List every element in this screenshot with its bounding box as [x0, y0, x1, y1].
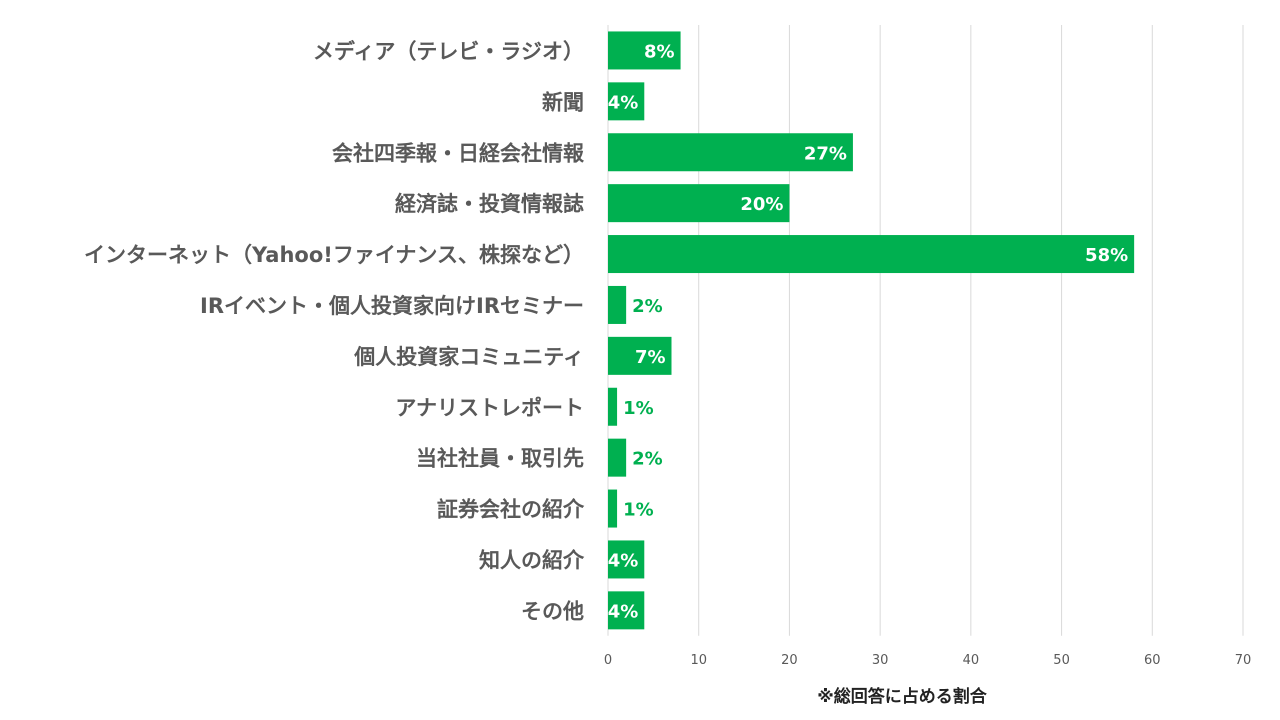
bar — [608, 31, 681, 70]
bar — [608, 540, 645, 579]
bar-data-label: 4% — [608, 601, 639, 622]
category-label: 知人の紹介 — [479, 548, 585, 572]
x-tick-label: 40 — [963, 653, 980, 668]
category-label: 会社四季報・日経会社情報 — [332, 141, 585, 165]
x-tick-label: 20 — [781, 653, 798, 668]
category-label: アナリストレポート — [395, 396, 584, 420]
category-label: インターネット（Yahoo!ファイナンス、株探など） — [84, 243, 584, 267]
bar-data-label: 4% — [608, 92, 639, 113]
bar-data-label: 2% — [632, 449, 663, 470]
x-tick-label: 10 — [690, 653, 707, 668]
category-label: その他 — [521, 599, 584, 623]
category-label: 新聞 — [542, 90, 584, 114]
bar — [608, 387, 618, 426]
x-tick-label: 0 — [604, 653, 612, 668]
bar — [608, 82, 645, 121]
bar — [608, 336, 672, 375]
category-label: 経済誌・投資情報誌 — [395, 192, 584, 216]
bar-data-label: 2% — [632, 296, 663, 317]
x-tick-label: 30 — [872, 653, 889, 668]
bar-data-label: 4% — [608, 550, 639, 571]
grid-layer — [607, 25, 1244, 636]
category-label: IRイベント・個人投資家向けIRセミナー — [200, 294, 584, 318]
bar — [608, 133, 853, 172]
bar-data-label: 8% — [644, 41, 675, 62]
bar — [608, 489, 618, 528]
bar — [608, 438, 627, 477]
bar — [608, 285, 627, 324]
bar — [608, 235, 1135, 274]
x-tick-label: 50 — [1053, 653, 1070, 668]
bar-data-label: 27% — [804, 143, 847, 164]
bar-data-label: 58% — [1085, 245, 1128, 266]
bar-data-label: 1% — [623, 500, 654, 521]
x-tick-label: 60 — [1144, 653, 1161, 668]
bar-data-label: 1% — [623, 398, 654, 419]
bar — [608, 184, 790, 223]
chart-note: ※総回答に占める割合 — [817, 686, 988, 707]
category-label: メディア（テレビ・ラジオ） — [313, 39, 584, 63]
bar — [608, 591, 645, 630]
bar-layer: 8% 4% 27% 20% 58% 2% 7% 1% 2% 1% 4% 4% — [608, 31, 1135, 630]
category-label: 当社社員・取引先 — [416, 447, 584, 471]
x-tick-label: 70 — [1235, 653, 1252, 668]
bar-data-label: 7% — [635, 347, 666, 368]
x-axis-ticks: 0 10 20 30 40 50 60 70 — [604, 653, 1251, 668]
category-label: 個人投資家コミュニティ — [353, 345, 584, 369]
category-labels: メディア（テレビ・ラジオ） 新聞会社四季報・日経会社情報経済誌・投資情報誌インター… — [84, 39, 585, 623]
category-label: 証券会社の紹介 — [437, 498, 585, 522]
bar-data-label: 20% — [740, 194, 783, 215]
